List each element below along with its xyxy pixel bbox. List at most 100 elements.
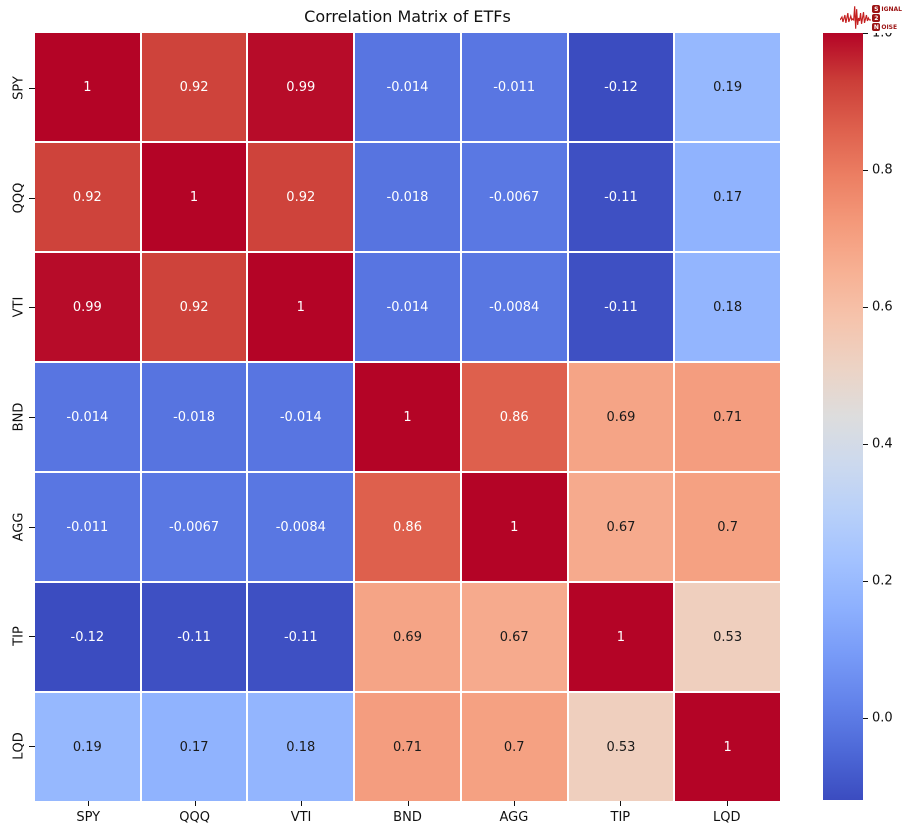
heatmap-cell-TIP-AGG: 0.67: [461, 583, 567, 691]
logo-word-oise: OISE: [881, 23, 898, 31]
waveform-icon: [840, 6, 872, 29]
heatmap-cell-LQD-TIP: 0.53: [568, 693, 674, 801]
y-axis-tick: [29, 197, 35, 199]
x-axis-tick: [513, 801, 515, 806]
heatmap-cell-LQD-BND: 0.71: [355, 693, 460, 801]
x-axis-tick: [620, 801, 622, 806]
heatmap-cell-AGG-VTI: -0.0084: [248, 473, 354, 581]
heatmap-cell-LQD-SPY: 0.19: [35, 693, 140, 801]
y-axis-label-TIP: TIP: [11, 626, 27, 647]
heatmap-cell-BND-TIP: 0.69: [568, 363, 674, 471]
heatmap-cell-BND-SPY: -0.014: [35, 363, 140, 471]
colorbar-tick-label: 0.0: [872, 710, 893, 726]
heatmap-cell-BND-LQD: 0.71: [675, 363, 780, 471]
heatmap-cell-VTI-BND: -0.014: [355, 253, 460, 361]
chart-title: Correlation Matrix of ETFs: [304, 7, 511, 26]
logo-text: S IGNAL 2 N OISE: [872, 5, 902, 31]
heatmap-cell-TIP-QQQ: -0.11: [141, 583, 247, 691]
heatmap-cell-TIP-VTI: -0.11: [248, 583, 354, 691]
x-axis-tick: [194, 801, 196, 806]
heatmap-cell-TIP-SPY: -0.12: [35, 583, 140, 691]
heatmap-cell-TIP-BND: 0.69: [355, 583, 460, 691]
heatmap-cell-SPY-VTI: 0.99: [248, 33, 354, 141]
logo-letter-2: 2: [872, 14, 881, 22]
x-axis-label-BND: BND: [393, 810, 422, 825]
y-axis-tick: [29, 417, 35, 418]
heatmap-cell-AGG-TIP: 0.67: [568, 473, 674, 581]
heatmap-cell-AGG-AGG: 1: [461, 473, 567, 581]
heatmap-grid: 1 0.92 0.99 -0.014 -0.011 -0.12 0.19 0.92 1 0.92-…: [35, 33, 780, 801]
heatmap-cell-TIP-LQD: 0.53: [675, 583, 780, 691]
heatmap-cell-VTI-VTI: 1: [248, 253, 354, 361]
heatmap-cell-VTI-QQQ: 0.92: [141, 253, 247, 361]
heatmap-cell-VTI-SPY: 0.99: [35, 253, 140, 361]
heatmap-cell-VTI-AGG: -0.0084: [461, 253, 567, 361]
colorbar-tick: [863, 443, 868, 445]
heatmap-cell-AGG-LQD: 0.7: [675, 473, 780, 581]
y-axis-label-LQD: LQD: [11, 732, 27, 760]
x-axis-tick: [407, 801, 409, 806]
logo-letter-n: N: [872, 23, 881, 31]
heatmap-cell-BND-BND: 1: [355, 363, 460, 471]
y-axis-tick: [29, 307, 35, 309]
colorbar-tick: [863, 717, 868, 719]
heatmap-cell-VTI-LQD: 0.18: [675, 253, 780, 361]
colorbar-tick-label: 0.2: [872, 573, 893, 589]
logo-letter-s: S: [872, 5, 881, 13]
heatmap-cell-SPY-LQD: 0.19: [675, 33, 780, 141]
y-axis-tick: [29, 636, 35, 638]
colorbar-tick: [863, 169, 868, 171]
heatmap-cell-QQQ-VTI: 0.92: [248, 143, 354, 251]
x-axis-label-AGG: AGG: [499, 810, 529, 825]
colorbar-tick-label: 0.6: [872, 299, 893, 315]
x-axis-label-VTI: VTI: [290, 810, 312, 825]
heatmap-cell-LQD-LQD: 1: [675, 693, 780, 801]
y-axis-label-BND: BND: [11, 402, 27, 432]
heatmap-cell-VTI-TIP: -0.11: [568, 253, 674, 361]
colorbar-tick: [863, 33, 868, 34]
x-axis-label-QQQ: QQQ: [179, 810, 210, 825]
heatmap-cell-LQD-QQQ: 0.17: [141, 693, 247, 801]
heatmap-cell-BND-VTI: -0.014: [248, 363, 354, 471]
heatmap-cell-QQQ-SPY: 0.92: [35, 143, 140, 251]
y-axis-tick: [29, 746, 35, 748]
x-axis-label-SPY: SPY: [76, 810, 101, 825]
colorbar-tick-label: 0.8: [872, 162, 893, 178]
heatmap-cell-BND-AGG: 0.86: [461, 363, 567, 471]
x-axis-tick: [726, 801, 728, 806]
x-axis-tick: [301, 801, 303, 806]
heatmap-cell-AGG-SPY: -0.011: [35, 473, 140, 581]
heatmap-cell-QQQ-TIP: -0.11: [568, 143, 674, 251]
heatmap-cell-LQD-VTI: 0.18: [248, 693, 354, 801]
heatmap-cell-LQD-AGG: 0.7: [461, 693, 567, 801]
heatmap-cell-BND-QQQ: -0.018: [141, 363, 247, 471]
y-axis-tick: [29, 526, 35, 528]
heatmap-cell-AGG-QQQ: -0.0067: [141, 473, 247, 581]
heatmap-cell-SPY-QQQ: 0.92: [141, 33, 247, 141]
logo-word-ignal: IGNAL: [881, 5, 902, 13]
x-axis-tick: [88, 801, 90, 806]
colorbar-tick: [863, 580, 868, 582]
heatmap-cell-SPY-SPY: 1: [35, 33, 140, 141]
heatmap-cell-SPY-AGG: -0.011: [461, 33, 567, 141]
y-axis-label-SPY: SPY: [11, 75, 27, 100]
signal-2-noise-logo: S IGNAL 2 N OISE: [840, 3, 902, 33]
x-axis-label-TIP: TIP: [610, 810, 631, 825]
colorbar-tick-label: 0.4: [872, 436, 893, 452]
heatmap-cell-QQQ-QQQ: 1: [141, 143, 247, 251]
colorbar-tick: [863, 306, 868, 308]
heatmap-cell-QQQ-LQD: 0.17: [675, 143, 780, 251]
y-axis-tick: [29, 87, 35, 89]
colorbar-gradient: [823, 33, 863, 800]
x-axis-label-LQD: LQD: [713, 810, 741, 825]
y-axis-label-VTI: VTI: [11, 296, 27, 318]
y-axis-label-QQQ: QQQ: [11, 182, 27, 213]
heatmap-cell-SPY-TIP: -0.12: [568, 33, 674, 141]
heatmap-cell-TIP-TIP: 1: [568, 583, 674, 691]
heatmap-cell-QQQ-BND: -0.018: [355, 143, 460, 251]
heatmap-cell-QQQ-AGG: -0.0067: [461, 143, 567, 251]
heatmap-cell-SPY-BND: -0.014: [355, 33, 460, 141]
heatmap-cell-AGG-BND: 0.86: [355, 473, 460, 581]
y-axis-label-AGG: AGG: [11, 512, 27, 542]
